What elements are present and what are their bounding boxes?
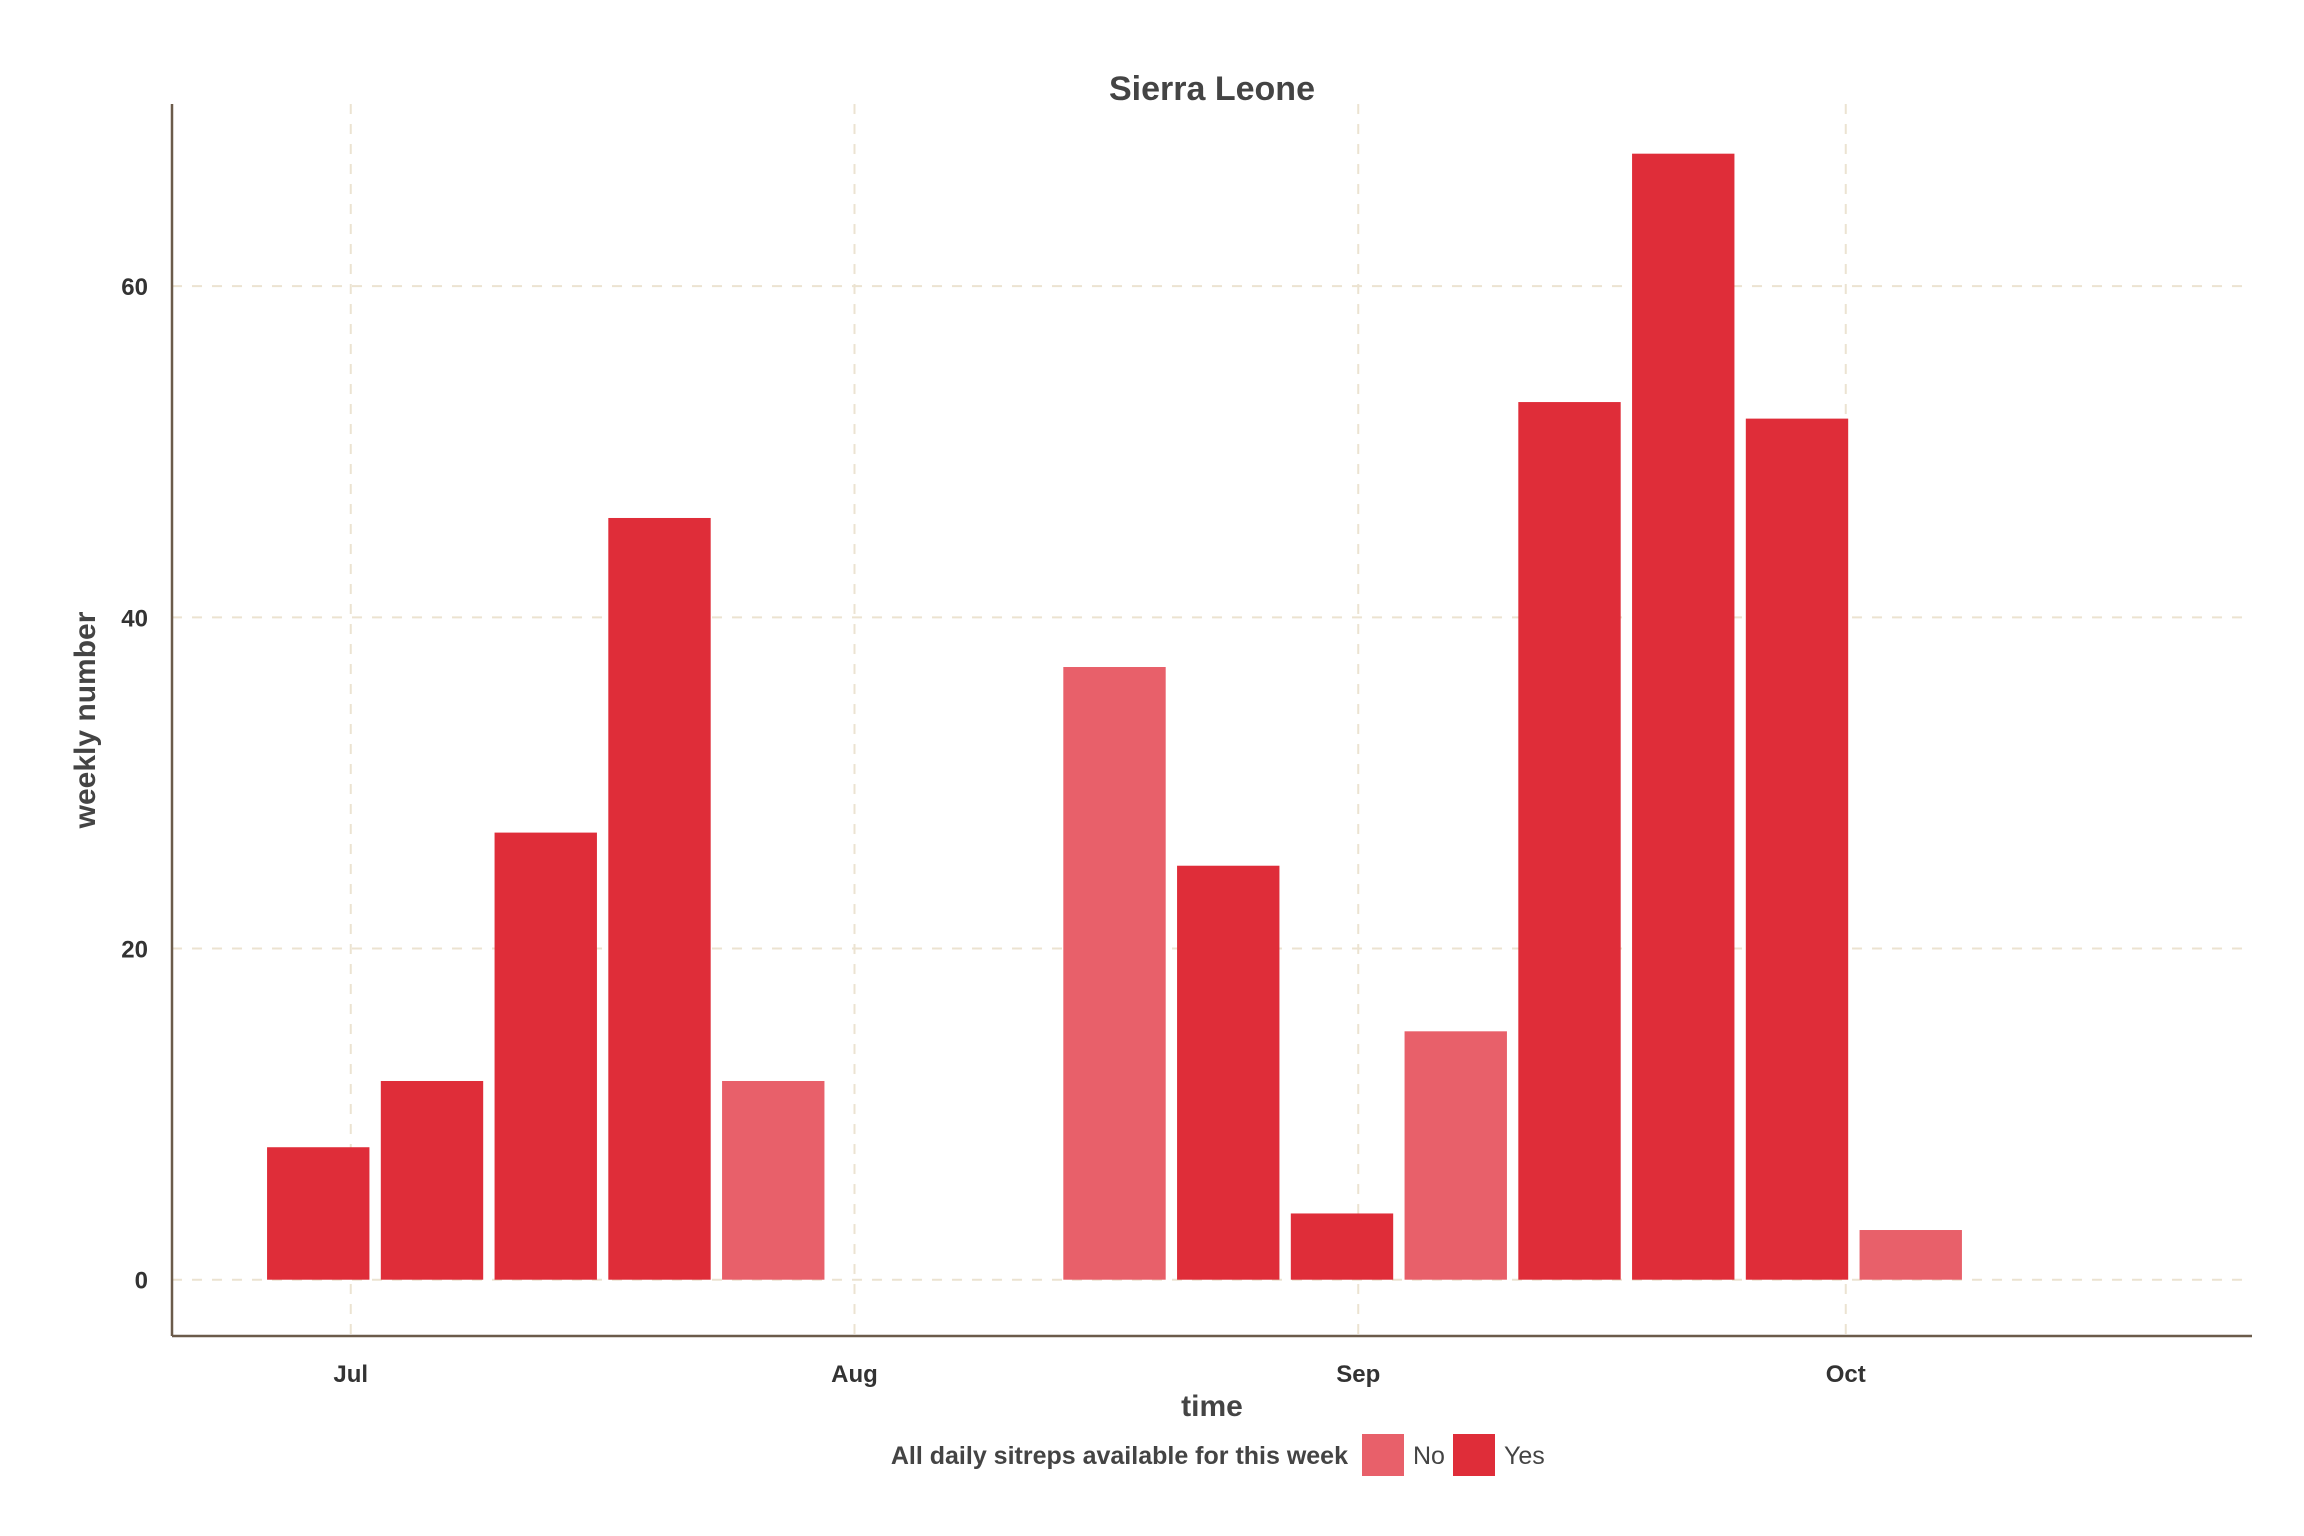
y-tick-label: 20 <box>121 937 148 964</box>
bars <box>267 153 1962 1280</box>
y-axis-title: weekly number <box>69 611 102 829</box>
bar-yes <box>380 1080 484 1280</box>
bar-no <box>1404 1031 1507 1280</box>
y-tick-labels: 0 20 40 60 <box>121 274 148 1295</box>
bar-yes <box>1632 153 1735 1280</box>
legend-title: All daily sitreps available for this wee… <box>891 1442 1348 1470</box>
bar-no <box>1063 667 1166 1280</box>
x-tick-label: Oct <box>1826 1361 1866 1388</box>
bar-yes <box>1518 402 1621 1280</box>
x-tick-label: Aug <box>831 1361 878 1388</box>
x-axis-title: time <box>1181 1390 1243 1423</box>
legend-swatch-yes <box>1453 1434 1495 1476</box>
legend-label-yes: Yes <box>1504 1442 1545 1470</box>
bar-yes <box>1290 1213 1394 1280</box>
y-tick-label: 0 <box>135 1268 148 1295</box>
bar-yes <box>1177 865 1280 1280</box>
bar-yes <box>267 1147 370 1280</box>
x-tick-label: Jul <box>333 1361 368 1388</box>
legend: All daily sitreps available for this wee… <box>891 1434 1545 1476</box>
chart-title: Sierra Leone <box>1109 70 1315 108</box>
legend-label-no: No <box>1413 1442 1445 1470</box>
bar-no <box>1859 1230 1962 1280</box>
bar-yes <box>494 832 597 1280</box>
x-tick-labels: Jul Aug Sep Oct <box>333 1361 1865 1388</box>
x-tick-label: Sep <box>1336 1361 1380 1388</box>
bar-no <box>722 1080 825 1280</box>
legend-swatch-no <box>1362 1434 1404 1476</box>
bar-yes <box>608 517 711 1280</box>
bar-yes <box>1745 418 1849 1280</box>
axes <box>170 104 2252 1338</box>
y-tick-label: 40 <box>121 605 148 632</box>
y-tick-label: 60 <box>121 274 148 301</box>
